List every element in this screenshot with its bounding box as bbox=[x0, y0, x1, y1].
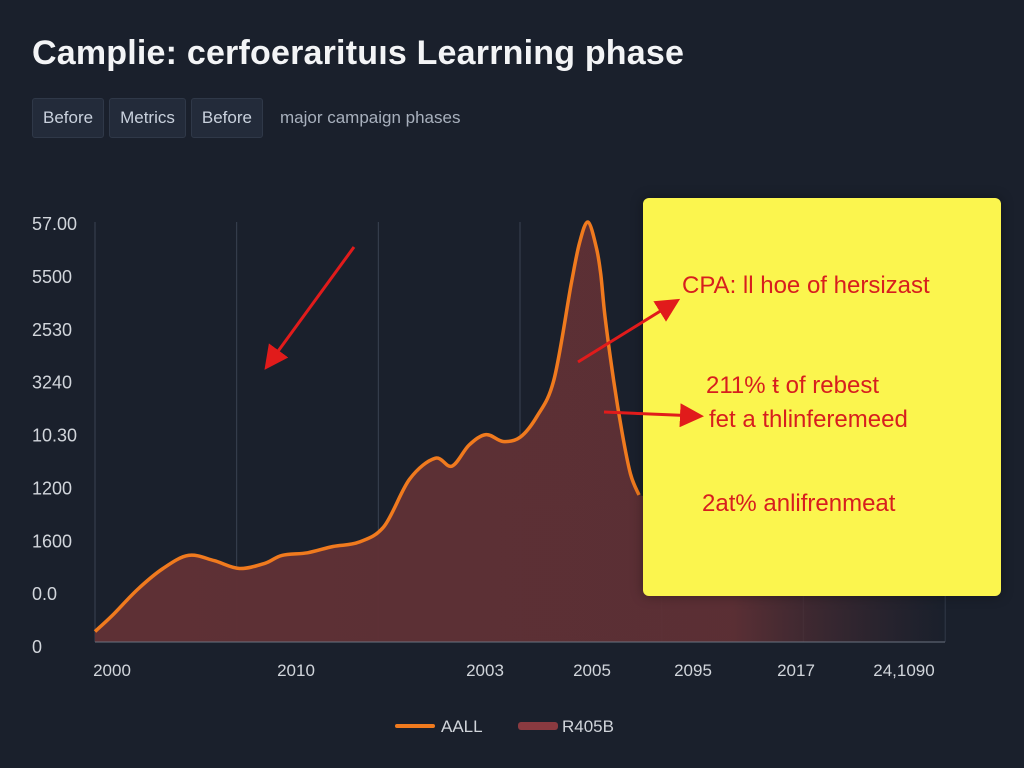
annotation-callout: CPA: ll hoe of hersizast 211% ŧ of rebes… bbox=[643, 198, 1001, 596]
tabs-description: major campaign phases bbox=[279, 108, 461, 127]
y-tick-label-0: 57.00 bbox=[32, 214, 77, 234]
callout-line-cpa: CPA: ll hoe of hersizast bbox=[682, 272, 930, 299]
x-tick-label-1: 2010 bbox=[277, 661, 315, 680]
y-tick-label-4: 10.30 bbox=[32, 426, 77, 446]
y-tick-label-6: 1600 bbox=[32, 531, 72, 551]
x-tick-label-2: 2003 bbox=[466, 661, 504, 680]
y-tick-label-1: 5500 bbox=[32, 267, 72, 287]
callout-line-difference: fet a thlinferemeed bbox=[709, 406, 908, 433]
tab-before[interactable]: Before bbox=[32, 98, 105, 138]
legend-label-1: R405B bbox=[562, 717, 614, 736]
phase-tabs: Before Metrics Before major campaign pha… bbox=[32, 98, 460, 138]
x-tick-label-0: 2000 bbox=[93, 661, 131, 680]
series-line-aall bbox=[93, 220, 641, 633]
tab-metrics[interactable]: Metrics bbox=[109, 98, 186, 138]
x-tick-label-3: 2005 bbox=[573, 661, 611, 680]
y-tick-label-3: 3240 bbox=[32, 373, 72, 393]
page-title: Camplie: cerfoerarituıs Learrning phase bbox=[32, 34, 685, 72]
x-tick-label-4: 2095 bbox=[674, 661, 712, 680]
y-tick-label-8: 0 bbox=[32, 637, 42, 657]
y-tick-label-2: 2530 bbox=[32, 320, 72, 340]
legend-swatch-1 bbox=[518, 722, 558, 730]
callout-line-anlifrenmeat: 2at% anlifrenmeat bbox=[702, 490, 896, 517]
callout-line-rebest: 211% ŧ of rebest bbox=[706, 372, 879, 399]
legend-label-0: AALL bbox=[441, 717, 483, 736]
y-tick-label-7: 0.0 bbox=[32, 584, 57, 604]
x-tick-label-6: 24,1090 bbox=[873, 661, 934, 680]
x-tick-label-5: 2017 bbox=[777, 661, 815, 680]
y-tick-label-5: 1200 bbox=[32, 478, 72, 498]
tab-before-2[interactable]: Before bbox=[190, 98, 263, 138]
